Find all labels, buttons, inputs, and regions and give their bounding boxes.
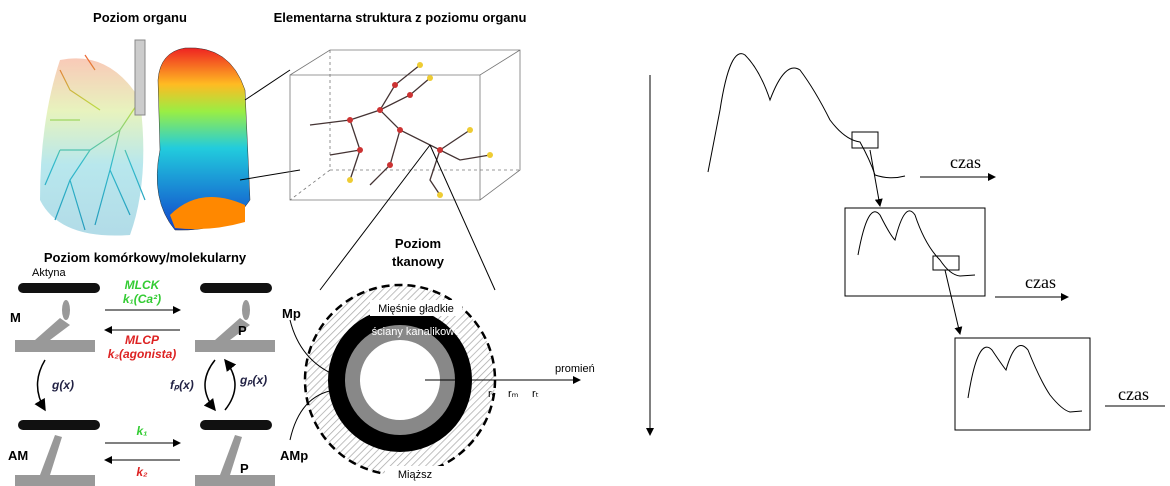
arrow <box>205 360 215 410</box>
phospho-label: P <box>238 323 247 338</box>
tissue-title: Poziom <box>395 236 441 251</box>
trachea <box>135 40 145 115</box>
rate-label: fₚ(x) <box>170 378 194 392</box>
cell-title: Poziom komórkowy/molekularny <box>44 250 247 265</box>
organ-title: Poziom organu <box>93 10 187 25</box>
time-label: czas <box>950 152 981 172</box>
signal-curve <box>858 211 975 276</box>
rate-label: MLCK <box>125 278 161 292</box>
myosin-platforms <box>15 300 275 486</box>
time-label: czas <box>1025 272 1056 292</box>
rate-label: gₚ(x) <box>239 373 267 387</box>
radius-label: promień <box>555 363 595 375</box>
rate-label: k₂(agonista) <box>108 347 177 361</box>
state-label: M <box>10 310 21 325</box>
lung-tree <box>40 55 145 236</box>
rate-label: k₂ <box>136 465 148 479</box>
signal-curve <box>968 346 1082 413</box>
radius-mark: rₜ <box>532 388 539 400</box>
arrow <box>38 360 46 410</box>
radius-mark: rᵢ <box>465 388 471 400</box>
rate-label: g(x) <box>51 378 74 392</box>
time-label: czas <box>1118 384 1149 404</box>
signal-curve <box>708 54 905 178</box>
rate-label: k₁ <box>137 424 148 438</box>
zoom-arrow <box>945 270 960 334</box>
signal-box <box>845 208 985 296</box>
rate-label: k₁(Ca²) <box>123 292 161 306</box>
zoom-box <box>852 132 878 148</box>
state-label: AMp <box>280 448 308 463</box>
zoom-lines <box>240 70 300 180</box>
signal-box <box>955 338 1090 430</box>
radius-mark: rₘ <box>508 388 519 400</box>
radius-mark: rᵥ <box>488 388 496 400</box>
figure: Poziom organu Elementarna struktura z po… <box>0 0 1170 486</box>
phospho-label: P <box>240 461 249 476</box>
tissue-title: tkanowy <box>392 254 445 269</box>
state-label: Mp <box>282 306 301 321</box>
zoom-arrow <box>870 150 880 206</box>
state-label: AM <box>8 448 28 463</box>
muscle-label: Mięśnie gładkie <box>378 303 454 315</box>
rate-label: MLCP <box>125 333 160 347</box>
parenchyma-label: Miąższ <box>398 469 432 481</box>
arrow <box>225 360 235 410</box>
structure-title: Elementarna struktura z poziomu organu <box>274 10 527 25</box>
actin-label: Aktyna <box>32 267 67 279</box>
wall-label: ściany kanalikowe <box>372 326 461 338</box>
airway-nodes <box>347 62 493 198</box>
